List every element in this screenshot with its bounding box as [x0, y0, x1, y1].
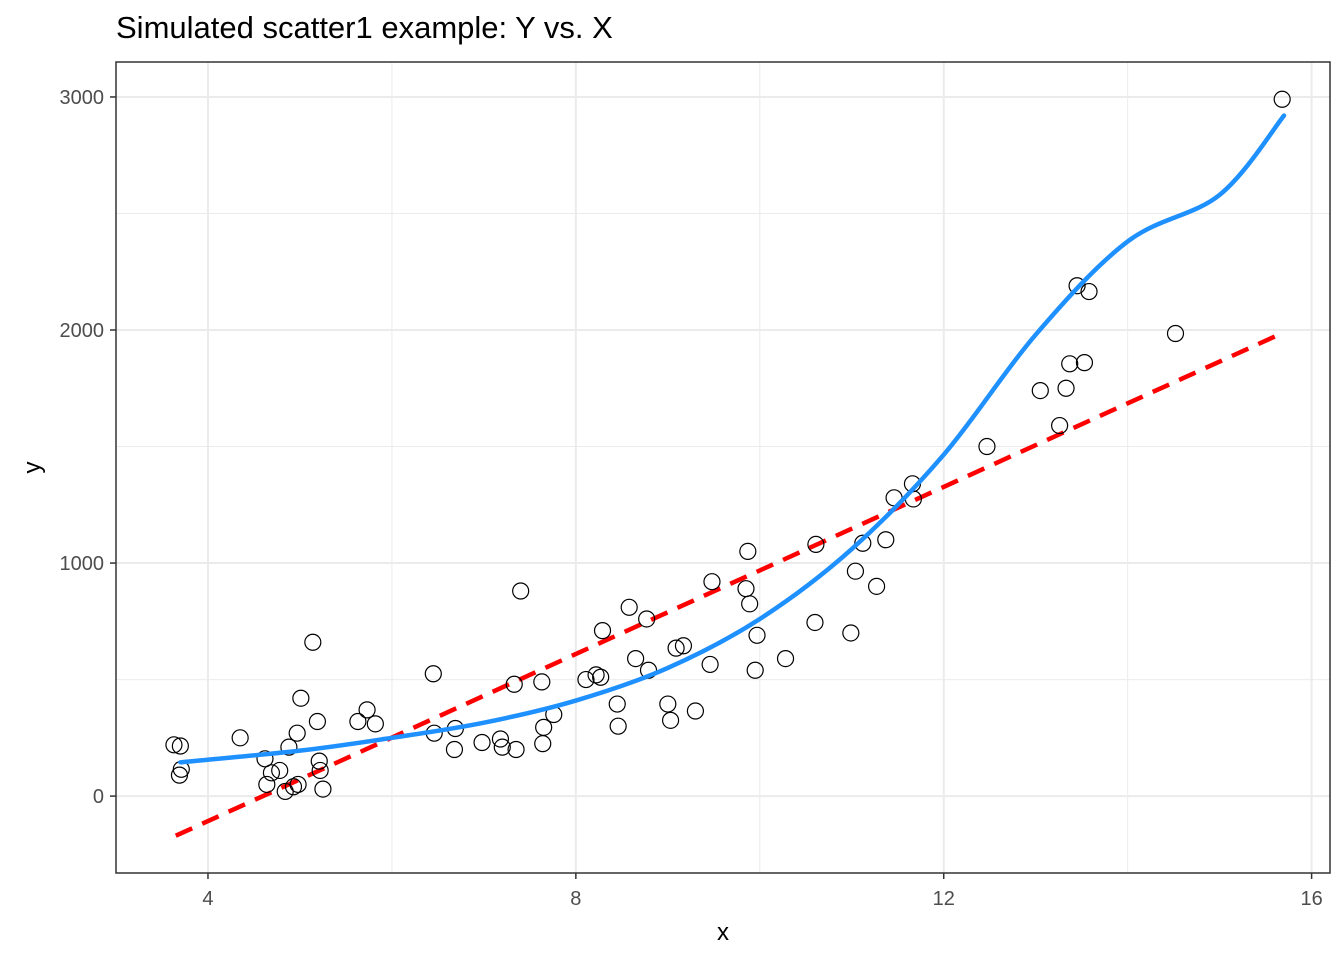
chart-title: Simulated scatter1 example: Y vs. X — [116, 10, 613, 45]
x-tick-label: 8 — [570, 888, 581, 910]
data-point — [505, 675, 523, 693]
data-point — [292, 689, 310, 707]
data-point — [171, 737, 189, 755]
data-point — [746, 661, 764, 679]
data-point — [1273, 90, 1291, 108]
data-point — [877, 531, 895, 549]
data-point — [262, 764, 281, 782]
data-point — [512, 582, 530, 600]
data-point — [661, 711, 680, 729]
data-point — [271, 761, 289, 780]
data-point — [609, 717, 627, 735]
data-point — [349, 712, 367, 731]
data-point — [314, 780, 332, 798]
x-axis-title: x — [717, 919, 729, 946]
data-point — [289, 775, 307, 794]
data-point — [748, 626, 766, 644]
data-point — [535, 718, 553, 736]
data-point — [280, 738, 298, 756]
data-point — [842, 624, 860, 642]
data-point — [627, 649, 645, 668]
data-point — [620, 598, 638, 616]
y-tick-label: 3000 — [60, 87, 105, 109]
data-point — [493, 738, 511, 756]
data-point — [284, 778, 303, 796]
data-point — [807, 535, 825, 554]
data-point — [311, 761, 329, 780]
data-point — [534, 735, 552, 753]
data-point — [737, 580, 755, 598]
x-tick-label: 12 — [933, 888, 955, 910]
y-axis-title: y — [19, 462, 46, 474]
data-point — [366, 715, 384, 733]
data-point — [533, 673, 551, 691]
y-axis-ticks: 0 1000 2000 3000 — [60, 87, 116, 808]
data-point — [1068, 277, 1086, 295]
data-point — [1061, 355, 1079, 373]
smooth-fit-line — [178, 113, 1287, 765]
data-point — [1051, 416, 1069, 435]
data-point — [1057, 379, 1075, 397]
data-point — [445, 740, 464, 759]
data-point — [638, 610, 656, 628]
linear-fit-series — [174, 330, 1285, 838]
linear-fit-line — [174, 330, 1285, 838]
data-point — [806, 613, 824, 632]
data-point — [667, 639, 685, 657]
data-point — [608, 695, 626, 713]
data-point — [577, 670, 595, 689]
data-point — [593, 622, 612, 640]
data-point — [424, 665, 442, 683]
data-point — [1080, 282, 1098, 301]
data-point — [358, 701, 376, 719]
data-point — [674, 637, 693, 655]
data-point — [776, 649, 795, 668]
data-point — [846, 562, 865, 580]
data-point — [739, 542, 757, 560]
y-tick-label: 1000 — [60, 553, 105, 575]
data-point — [1031, 381, 1049, 400]
data-point — [1166, 324, 1185, 343]
data-point — [854, 534, 872, 552]
smooth-fit-series — [178, 113, 1287, 765]
scatter-points — [165, 90, 1291, 801]
data-point — [473, 733, 491, 752]
data-point — [659, 695, 677, 713]
data-point — [587, 666, 605, 684]
data-point — [592, 668, 610, 686]
y-tick-label: 0 — [93, 786, 104, 808]
data-point — [867, 577, 886, 595]
panel-border — [115, 61, 1331, 874]
data-point — [978, 437, 996, 456]
data-point — [308, 712, 327, 731]
x-tick-label: 16 — [1300, 888, 1322, 910]
data-point — [310, 752, 328, 770]
data-point — [701, 655, 719, 674]
data-point — [165, 736, 183, 754]
data-point — [507, 740, 525, 759]
data-point — [256, 750, 274, 768]
data-point — [1075, 354, 1094, 372]
data-point — [231, 729, 249, 747]
data-point — [304, 633, 322, 651]
data-point — [703, 573, 721, 591]
x-tick-label: 4 — [202, 888, 213, 910]
minor-gridlines — [116, 62, 1330, 873]
y-tick-label: 2000 — [60, 320, 105, 342]
data-point — [686, 702, 705, 720]
data-point — [288, 724, 306, 742]
data-point — [258, 775, 276, 794]
data-point — [741, 595, 759, 613]
data-point — [491, 730, 510, 748]
x-axis-ticks: 4 8 12 16 — [202, 873, 1323, 910]
